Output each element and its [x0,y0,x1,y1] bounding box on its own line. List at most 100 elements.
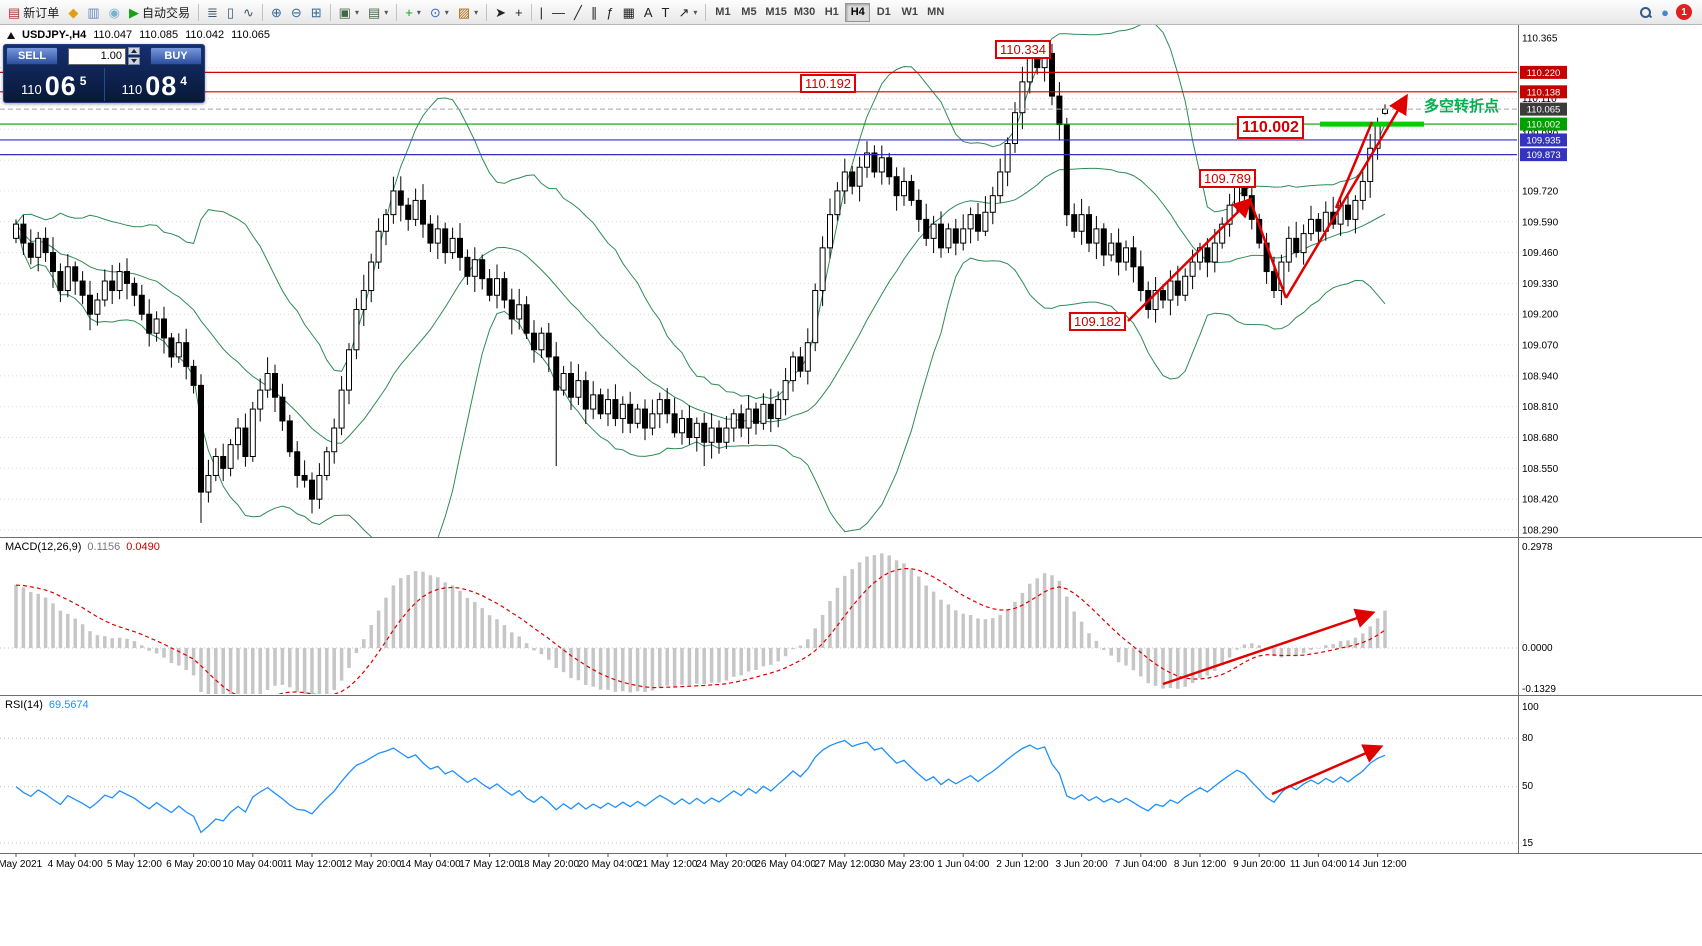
collapse-panel-icon[interactable] [7,31,15,39]
candle-body [42,237,49,254]
candle-body [471,259,478,277]
timeframe-h4-button[interactable]: H4 [845,2,871,22]
candle-body [701,422,708,443]
news-icon[interactable]: ◉ [105,2,124,23]
trend-arrow[interactable] [1248,199,1288,299]
volume-input[interactable]: 1.00 [68,47,126,65]
candle-body [153,318,160,334]
price-tag [1520,65,1567,79]
timeframe-m15-button[interactable]: M15 [762,3,789,22]
bollinger-lower-band[interactable] [15,223,1386,565]
buy-button[interactable]: BUY [150,47,202,65]
tile-windows-icon[interactable]: ⊞ [307,2,326,23]
timeframe-mn-button[interactable]: MN [923,3,948,22]
time-axis-label: 30 May 23:00 [874,859,935,870]
volume-up-button[interactable] [128,47,140,55]
arrows-icon[interactable]: ↗ ▾ [675,2,702,23]
candle-body [397,190,404,206]
volume-down-button[interactable] [128,57,140,65]
crosshair-icon[interactable]: + [511,2,527,23]
macd-trend-arrow[interactable] [1162,608,1376,686]
candle-body [264,373,271,391]
fibonacci-icon[interactable]: ƒ [602,2,617,23]
new-chart-icon[interactable]: ▣ ▾ [335,2,363,23]
candle-body [1049,52,1055,97]
pivot-point-note[interactable]: 多空转折点 [1424,98,1500,115]
new-order-button-glyph: ▤ [8,4,21,20]
candle-body [878,157,885,173]
rsi-trend-arrow[interactable] [1271,744,1384,796]
shapes-icon[interactable]: ▦ [619,2,639,23]
candle-body [1189,261,1196,277]
candle-body [753,408,759,424]
time-axis-label: 21 May 12:00 [637,859,698,870]
candle-body [923,218,930,239]
new-chart-icon-caret: ▾ [354,7,359,17]
candle-body [738,413,745,429]
candle-body [1130,247,1137,268]
trend-arrow[interactable] [1284,93,1408,299]
line-chart-icon[interactable]: ∿ [239,2,258,23]
price-callout[interactable]: 110.334 [995,40,1052,59]
price-scale-label: 110.110 [1522,94,1557,105]
timeframe-m1-button[interactable]: M1 [710,3,735,22]
toolbar-separator [197,3,199,21]
zoom-out-icon[interactable]: ⊖ [287,2,306,23]
bar-chart-icon[interactable]: ≣ [203,2,222,23]
new-order-button[interactable]: ▤ 新订单 [4,2,63,23]
tick-chart-icon[interactable]: ▥ [83,2,103,23]
one-click-trading-panel: SELL 1.00 BUY 110 06 5 110 08 4 [3,44,205,103]
vertical-line-icon[interactable]: | [536,2,547,23]
text-icon[interactable]: A [640,2,657,23]
trend-arrow[interactable] [1334,121,1374,209]
label-icon[interactable]: T [658,2,674,23]
candlestick-chart-icon[interactable]: ▯ [223,2,238,23]
horizontal-line-icon[interactable]: — [548,2,569,23]
price-callout[interactable]: 109.182 [1069,312,1126,331]
candle-body [1100,228,1107,256]
trend-arrow[interactable] [1127,197,1253,322]
timeframe-w1-button[interactable]: W1 [897,3,922,22]
search-icon[interactable] [1635,2,1656,23]
indicators-icon[interactable]: + ▾ [401,2,425,23]
rsi-value: 69.5674 [48,699,89,711]
candle-body [952,228,959,244]
periods-icon[interactable]: ⊙ ▾ [426,2,453,23]
sell-button[interactable]: SELL [6,47,58,65]
price-callout[interactable]: 110.192 [800,74,857,93]
candle-body [353,308,360,351]
timeframe-d1-button[interactable]: D1 [871,3,896,22]
templates-icon-caret: ▾ [474,7,479,17]
toolbar-separator [329,3,331,21]
candle-body [967,214,974,230]
price-callout[interactable]: 110.002 [1237,116,1304,139]
timeframe-h1-button[interactable]: H1 [819,3,844,22]
timeframe-m5-button[interactable]: M5 [736,3,761,22]
auto-trading-button[interactable]: ▶ 自动交易 [125,2,194,23]
zoom-in-icon[interactable]: ⊕ [267,2,286,23]
sell-price[interactable]: 110 06 5 [4,67,104,102]
candle-body [819,247,826,292]
time-axis-label: 2 May 2021 [0,859,43,870]
mql5-icon[interactable]: ◆ [64,2,82,23]
community-icon[interactable]: ● [1657,2,1673,23]
bollinger-upper-band[interactable] [15,22,1386,400]
price-tag-text: 109.935 [1526,135,1560,146]
candle-body [1034,57,1041,69]
time-axis-label: 11 May 12:00 [282,859,342,870]
notification-badge[interactable]: 1 [1676,4,1692,20]
templates-icon[interactable]: ▨ ▾ [454,2,482,23]
bollinger-middle-band[interactable] [15,167,1386,444]
profiles-icon[interactable]: ▤ ▾ [364,2,392,23]
price-callout[interactable]: 109.789 [1199,169,1256,188]
channel-icon[interactable]: ∥ [587,2,602,23]
candle-body [1345,204,1351,220]
trendline-icon[interactable]: ╱ [570,2,586,23]
cursor-icon[interactable]: ➤ [491,2,510,23]
symbol-name: USDJPY-,H4 [22,29,87,41]
time-axis-label: 6 May 20:00 [166,859,221,870]
buy-price[interactable]: 110 08 4 [105,67,205,102]
candle-body [35,237,42,258]
timeframe-m30-button[interactable]: M30 [791,3,818,22]
